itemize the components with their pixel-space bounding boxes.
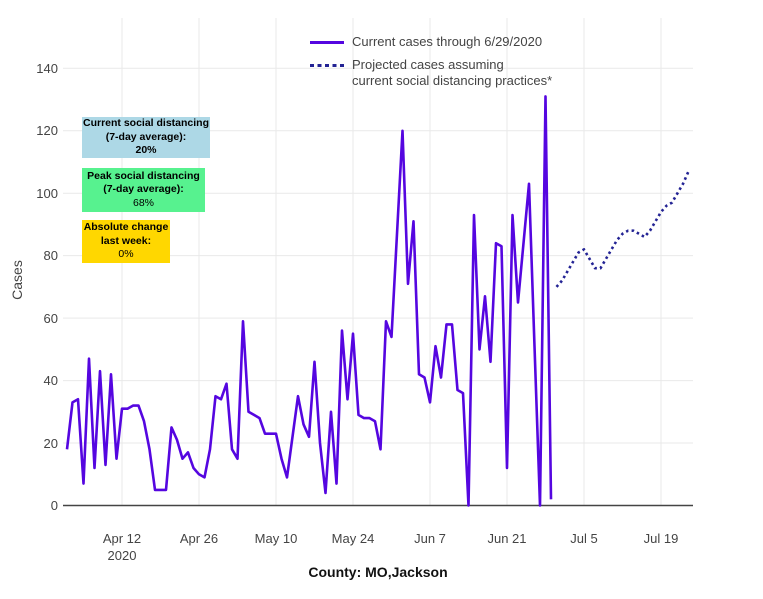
y-tick-label: 60 — [43, 310, 58, 326]
y-tick-label: 120 — [36, 123, 58, 139]
legend: Current cases through 6/29/2020 Projecte… — [310, 34, 552, 96]
annotation-peak-social-distancing: Peak social distancing (7-day average): … — [82, 168, 205, 212]
annotation-value: 0% — [118, 248, 134, 261]
legend-label-projected: Projected cases assuming current social … — [352, 57, 552, 89]
x-tick-label: May 24 — [331, 531, 375, 546]
solid-line-swatch — [310, 34, 344, 44]
annotation-subtitle: (7-day average): — [105, 130, 187, 143]
legend-item-current[interactable]: Current cases through 6/29/2020 — [310, 34, 552, 50]
annotation-subtitle: (7-day average): — [103, 183, 184, 196]
annotation-value: 20% — [135, 144, 157, 157]
x-tick-label: Jul 5 — [570, 531, 598, 546]
projected-cases-line — [555, 170, 690, 288]
dotted-line-swatch — [310, 57, 344, 67]
x-tick-label: Apr 12 — [102, 531, 142, 546]
annotation-value: 68% — [132, 196, 154, 209]
x-axis-title: County: MO,Jackson — [308, 564, 448, 580]
x-tick-label: Jun 7 — [414, 531, 446, 546]
y-tick-label: 40 — [43, 373, 58, 389]
annotation-absolute-change: Absolute change last week: 0% — [82, 220, 170, 263]
y-tick-label: 0 — [50, 498, 58, 513]
legend-label-projected-line1: Projected cases assuming — [352, 57, 504, 72]
y-tick-label: 20 — [43, 435, 58, 451]
legend-label-projected-line2: current social distancing practices* — [352, 73, 553, 88]
x-tick-label: May 10 — [254, 531, 298, 546]
x-tick-label: Jul 19 — [643, 531, 679, 546]
annotation-subtitle: last week: — [100, 234, 152, 247]
y-tick-label: 80 — [43, 248, 58, 264]
annotation-title: Current social distancing — [82, 117, 210, 130]
y-tick-label: 140 — [36, 60, 58, 76]
y-axis-title: Cases — [9, 260, 25, 300]
current-cases-line — [65, 95, 553, 507]
annotation-title: Absolute change — [83, 221, 169, 234]
x-tick-sublabel: 2020 — [107, 548, 137, 563]
legend-item-projected[interactable]: Projected cases assuming current social … — [310, 57, 552, 89]
x-tick-label: Apr 26 — [179, 531, 219, 546]
x-tick-label: Jun 21 — [487, 531, 527, 546]
annotation-current-social-distancing: Current social distancing (7-day average… — [82, 117, 210, 158]
y-tick-label: 100 — [36, 185, 58, 201]
annotation-title: Peak social distancing — [87, 169, 200, 182]
legend-label-current: Current cases through 6/29/2020 — [352, 34, 543, 49]
